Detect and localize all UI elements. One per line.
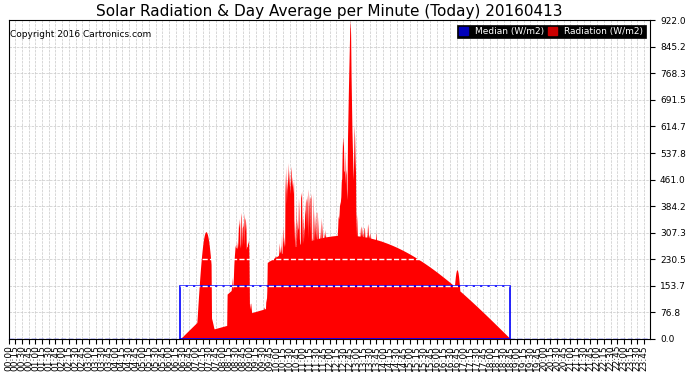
Text: Copyright 2016 Cartronics.com: Copyright 2016 Cartronics.com bbox=[10, 30, 151, 39]
Legend: Median (W/m2), Radiation (W/m2): Median (W/m2), Radiation (W/m2) bbox=[457, 25, 646, 38]
Bar bbox=[180, 286, 510, 339]
Title: Solar Radiation & Day Average per Minute (Today) 20160413: Solar Radiation & Day Average per Minute… bbox=[96, 4, 563, 19]
